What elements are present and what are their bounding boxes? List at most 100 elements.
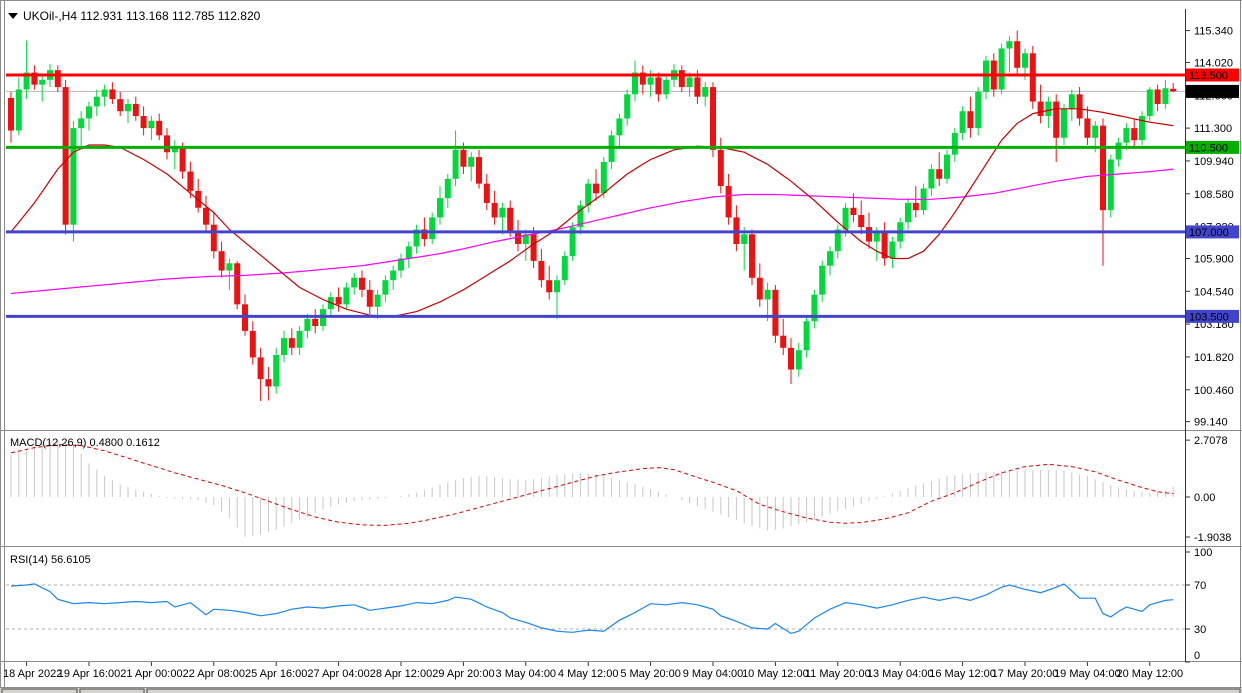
price-badge bbox=[1186, 309, 1239, 323]
candle-body bbox=[140, 116, 147, 129]
candle-body bbox=[164, 135, 170, 153]
candle-body bbox=[655, 77, 662, 95]
candle-body bbox=[398, 258, 404, 271]
candle-body bbox=[772, 289, 779, 336]
candle-body bbox=[405, 246, 412, 259]
candle-body bbox=[561, 256, 568, 281]
candles-layer bbox=[8, 30, 1177, 401]
candle-body bbox=[351, 277, 358, 288]
candle-body bbox=[343, 287, 350, 305]
candle-body bbox=[1022, 53, 1028, 68]
candle-body bbox=[179, 147, 186, 172]
ma-slow-magenta-line bbox=[10, 168, 1174, 295]
candle-body bbox=[756, 277, 763, 300]
candle-body bbox=[795, 350, 802, 370]
candle-body bbox=[624, 94, 631, 119]
candle-body bbox=[117, 99, 124, 112]
candle-body bbox=[1084, 118, 1091, 138]
candle-body bbox=[1115, 142, 1122, 160]
candle-body bbox=[944, 154, 950, 179]
candle-body bbox=[1131, 128, 1138, 141]
ma-fast-red-line bbox=[10, 108, 1174, 318]
time-tick-label: 13 May 04:00 bbox=[867, 668, 934, 680]
candle-body bbox=[881, 231, 888, 259]
candle-body bbox=[663, 79, 670, 95]
rsi-tick-label: 70 bbox=[1194, 580, 1206, 592]
time-tick-label: 9 May 04:00 bbox=[683, 668, 744, 680]
candle-body bbox=[780, 335, 787, 348]
symbol-dropdown-icon[interactable] bbox=[8, 13, 18, 19]
rsi-tick-label: 30 bbox=[1194, 624, 1206, 636]
bottom-panel-segment[interactable] bbox=[79, 688, 145, 693]
price-tick-label: 105.900 bbox=[1194, 253, 1234, 265]
candle-body bbox=[15, 89, 22, 131]
indicator-axes: 2.7078 0.00 -1.9038 100 70 30 0 bbox=[1185, 435, 1231, 663]
candle-body bbox=[62, 87, 69, 225]
candle-body bbox=[577, 205, 584, 228]
candle-body bbox=[959, 111, 966, 133]
candle-body bbox=[335, 297, 342, 305]
candle-body bbox=[1006, 41, 1013, 49]
candle-body bbox=[54, 70, 61, 88]
candle-body bbox=[257, 357, 264, 380]
candle-body bbox=[382, 280, 389, 295]
candle-body bbox=[998, 48, 1005, 90]
candle-body bbox=[452, 149, 459, 179]
candle-body bbox=[858, 215, 865, 228]
candle-body bbox=[444, 178, 451, 199]
candle-body bbox=[1053, 101, 1060, 138]
candle-body bbox=[686, 77, 693, 88]
price-tick-label: 99.140 bbox=[1194, 417, 1228, 429]
candle-body bbox=[507, 207, 514, 232]
candle-body bbox=[725, 186, 732, 218]
candle-body bbox=[499, 207, 506, 218]
macd-tick-label: 2.7078 bbox=[1194, 435, 1228, 447]
candle-body bbox=[437, 198, 443, 218]
price-tick-label: 100.460 bbox=[1194, 385, 1234, 397]
candle-body bbox=[600, 161, 607, 194]
price-tick-label: 111.300 bbox=[1194, 123, 1232, 135]
candle-body bbox=[1107, 159, 1114, 211]
candle-body bbox=[616, 118, 623, 136]
candle-body bbox=[1076, 94, 1083, 119]
bottom-toolbar-strip bbox=[0, 687, 1242, 693]
main-chart-pane[interactable] bbox=[6, 30, 1185, 401]
price-badge-label: 110.500 bbox=[1189, 142, 1228, 154]
candle-body bbox=[210, 224, 217, 252]
rsi-label: RSI(14) 56.6105 bbox=[10, 554, 91, 566]
price-tick-label: 104.540 bbox=[1194, 286, 1234, 298]
time-tick-label: 25 Apr 16:00 bbox=[245, 668, 307, 680]
candle-body bbox=[967, 111, 974, 129]
rsi-pane[interactable] bbox=[6, 583, 1185, 635]
candle-body bbox=[585, 183, 592, 206]
candle-body bbox=[1092, 125, 1099, 138]
candle-body bbox=[788, 347, 794, 370]
bottom-panel-segment[interactable] bbox=[146, 688, 1241, 693]
price-axis[interactable]: 115.340114.020112.660111.300109.940108.5… bbox=[1185, 9, 1240, 662]
macd-tick-label: -1.9038 bbox=[1194, 532, 1231, 544]
candle-body bbox=[1170, 88, 1177, 92]
candle-body bbox=[304, 318, 311, 331]
candle-body bbox=[460, 149, 467, 167]
macd-pane[interactable] bbox=[10, 440, 1174, 537]
candle-body bbox=[218, 251, 225, 271]
price-tick-label: 109.940 bbox=[1194, 156, 1234, 168]
candle-body bbox=[125, 103, 131, 112]
chart-ohlc-title: UKOil-,H4 112.931 113.168 112.785 112.82… bbox=[23, 9, 261, 23]
price-badge bbox=[1186, 84, 1239, 98]
candle-body bbox=[632, 72, 638, 95]
price-badge-label: 103.500 bbox=[1189, 311, 1229, 323]
time-tick-label: 18 Apr 2022 bbox=[3, 668, 62, 680]
candle-body bbox=[78, 118, 85, 129]
candle-body bbox=[1146, 89, 1153, 117]
candle-body bbox=[1014, 41, 1021, 68]
bottom-panel-segment[interactable] bbox=[1, 688, 78, 693]
candle-body bbox=[1068, 94, 1075, 109]
time-tick-label: 20 May 12:00 bbox=[1116, 668, 1183, 680]
candle-body bbox=[678, 70, 685, 88]
candle-body bbox=[93, 96, 100, 107]
price-badge-label: 113.500 bbox=[1189, 70, 1228, 82]
